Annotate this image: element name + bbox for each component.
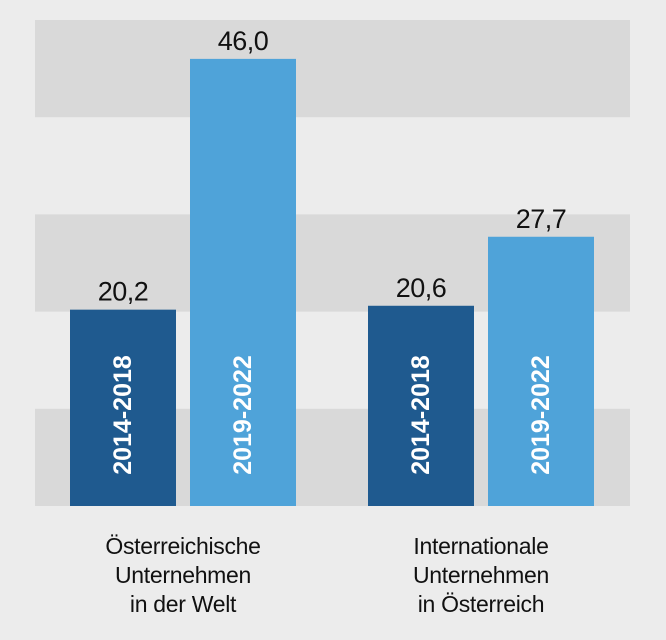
bar-2014-2018-2 (368, 305, 474, 506)
grid-band (35, 20, 630, 118)
series-label: 2014-2018 (407, 355, 435, 475)
category-label-line: Österreichische (105, 533, 260, 559)
bar-2014-2018-1 (70, 309, 176, 506)
series-label: 2019-2022 (527, 355, 555, 475)
bar-2019-2022-1 (190, 58, 296, 506)
category-label-line: in Österreich (418, 591, 544, 617)
series-label: 2014-2018 (109, 355, 137, 475)
category-label-line: Internationale (413, 533, 548, 559)
category-label-line: Unternehmen (115, 562, 251, 588)
bars (70, 58, 594, 507)
value-label: 20,6 (396, 273, 447, 303)
series-labels: 2014-2018 2019-2022 2014-2018 2019-2022 (109, 355, 555, 475)
category-label-line: in der Welt (130, 591, 237, 617)
category-label-line: Unternehmen (413, 562, 549, 588)
value-label: 27,7 (516, 204, 567, 234)
category-labels: Österreichische Unternehmen in der Welt Int… (105, 533, 549, 617)
bar-2019-2022-2 (488, 236, 594, 507)
value-labels: 20,2 46,0 20,6 27,7 (98, 26, 567, 307)
series-label: 2019-2022 (229, 355, 257, 475)
value-label: 46,0 (218, 26, 269, 56)
value-label: 20,2 (98, 277, 149, 307)
